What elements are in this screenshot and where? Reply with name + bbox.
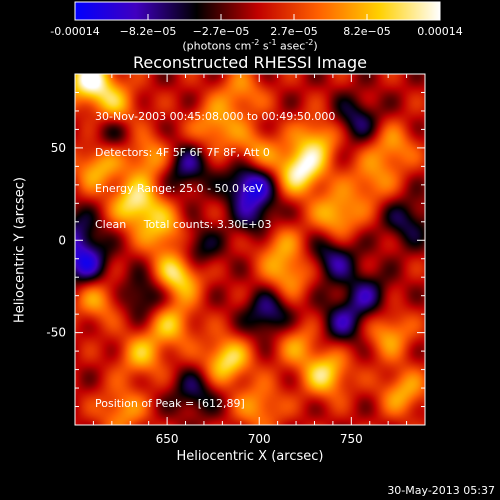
colorbar-tick-label: 2.7e−05 xyxy=(270,25,317,38)
info-total-counts: Clean Total counts: 3.30E+03 xyxy=(95,218,272,231)
y-axis-label: Heliocentric Y (arcsec) xyxy=(12,177,28,323)
colorbar-label: (photons cm-2 s-1 asec-2) xyxy=(182,38,318,53)
info-detectors: Detectors: 4F 5F 6F 7F 8F, Att 0 xyxy=(95,146,270,159)
colorbar-ticks: -0.00014 −8.2e−05 −2.7e−05 2.7e−05 8.2e−05 0.… xyxy=(50,14,463,38)
colorbar-gradient xyxy=(74,1,441,21)
plot-frame xyxy=(74,73,426,426)
info-time-range: 30-Nov-2003 00:45:08.000 to 00:49:50.000 xyxy=(95,110,336,123)
colorbar-tick-label: -0.00014 xyxy=(50,25,99,38)
x-tick-label: 750 xyxy=(340,432,363,446)
heatmap-image xyxy=(75,74,425,425)
chart-title: Reconstructed RHESSI Image xyxy=(133,53,367,72)
y-tick-label: -50 xyxy=(46,326,66,340)
y-tick-label: 0 xyxy=(58,233,66,247)
colorbar: -0.00014 −8.2e−05 −2.7e−05 2.7e−05 8.2e−05 0.… xyxy=(50,1,463,38)
x-tick-label: 650 xyxy=(156,432,179,446)
peak-position: Position of Peak = [612,89] xyxy=(95,397,245,410)
colorbar-tick-label: −2.7e−05 xyxy=(193,25,250,38)
colorbar-tick-label: 0.00014 xyxy=(417,25,463,38)
x-axis-label: Heliocentric X (arcsec) xyxy=(176,449,324,464)
colorbar-tick-label: −8.2e−05 xyxy=(120,25,177,38)
info-energy-range: Energy Range: 25.0 - 50.0 keV xyxy=(95,182,263,195)
colorbar-tick-label: 8.2e−05 xyxy=(343,25,390,38)
y-tick-label: 50 xyxy=(51,141,66,155)
observation-info: 30-Nov-2003 00:45:08.000 to 00:49:50.000… xyxy=(95,87,335,243)
x-tick-label: 700 xyxy=(248,432,271,446)
timestamp: 30-May-2013 05:37 xyxy=(387,484,495,497)
